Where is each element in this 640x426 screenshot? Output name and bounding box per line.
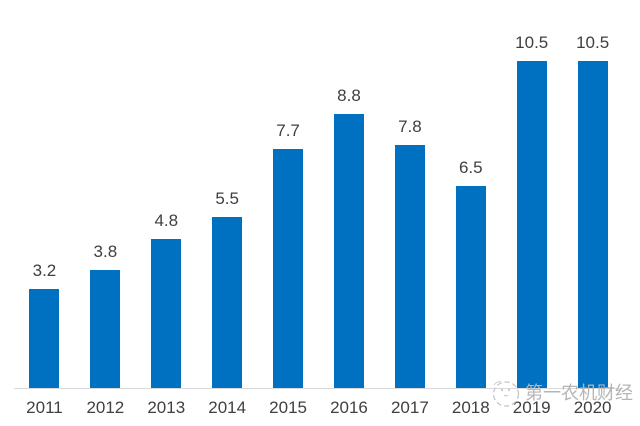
bar-value-label: 6.5 — [458, 157, 483, 177]
bar — [577, 61, 608, 388]
bar-value-label: 10.5 — [576, 33, 610, 53]
plot-area: 3.2 3.8 4.8 5.5 7.7 8.8 7.8 6.5 10.5 10.5 — [14, 0, 623, 388]
x-axis-tick-label: 2013 — [147, 398, 186, 417]
bar-column: 10.5 — [501, 0, 562, 388]
bar-column: 3.2 — [14, 0, 75, 388]
x-axis-tick-label: 2015 — [269, 398, 307, 417]
bar-column: 5.5 — [197, 0, 258, 388]
bar-column: 4.8 — [136, 0, 197, 388]
x-axis-tick-label: 2020 — [573, 398, 612, 417]
bar — [333, 114, 364, 388]
bar — [455, 185, 486, 388]
x-axis-tick-label: 2014 — [208, 398, 247, 417]
x-axis-tick-label: 2019 — [512, 398, 551, 417]
bar — [29, 288, 60, 388]
bar-column: 8.8 — [319, 0, 380, 388]
bar-value-label: 3.8 — [93, 241, 118, 261]
bar-value-label: 10.5 — [515, 33, 549, 53]
bar-column: 3.8 — [75, 0, 136, 388]
x-axis-tick-label: 2012 — [86, 398, 125, 417]
x-axis-tick-label: 2016 — [330, 398, 368, 417]
bar-value-label: 7.7 — [276, 120, 300, 140]
bar — [151, 238, 182, 388]
bar — [394, 145, 425, 388]
x-axis-tick-label: 2011 — [26, 398, 63, 417]
bar-value-label: 3.2 — [32, 260, 57, 280]
x-axis-labels: 2011 2012 2013 2014 2015 2016 2017 2018 2019 2020 — [14, 389, 623, 418]
bar-value-label: 7.8 — [398, 117, 422, 137]
bar-value-label: 8.8 — [337, 86, 361, 106]
x-axis-tick-label: 2017 — [390, 398, 429, 417]
bar-value-label: 5.5 — [215, 188, 239, 208]
bar-column: 6.5 — [440, 0, 501, 388]
x-axis-tick-label: 2018 — [451, 398, 490, 417]
bar-column: 10.5 — [562, 0, 623, 388]
bar — [90, 269, 121, 388]
bar — [273, 148, 304, 388]
bar-column: 7.8 — [379, 0, 440, 388]
x-axis-line — [14, 388, 623, 389]
bar-column: 7.7 — [258, 0, 319, 388]
bar-value-label: 4.8 — [154, 210, 179, 230]
bar — [516, 61, 547, 388]
bar — [212, 216, 243, 388]
